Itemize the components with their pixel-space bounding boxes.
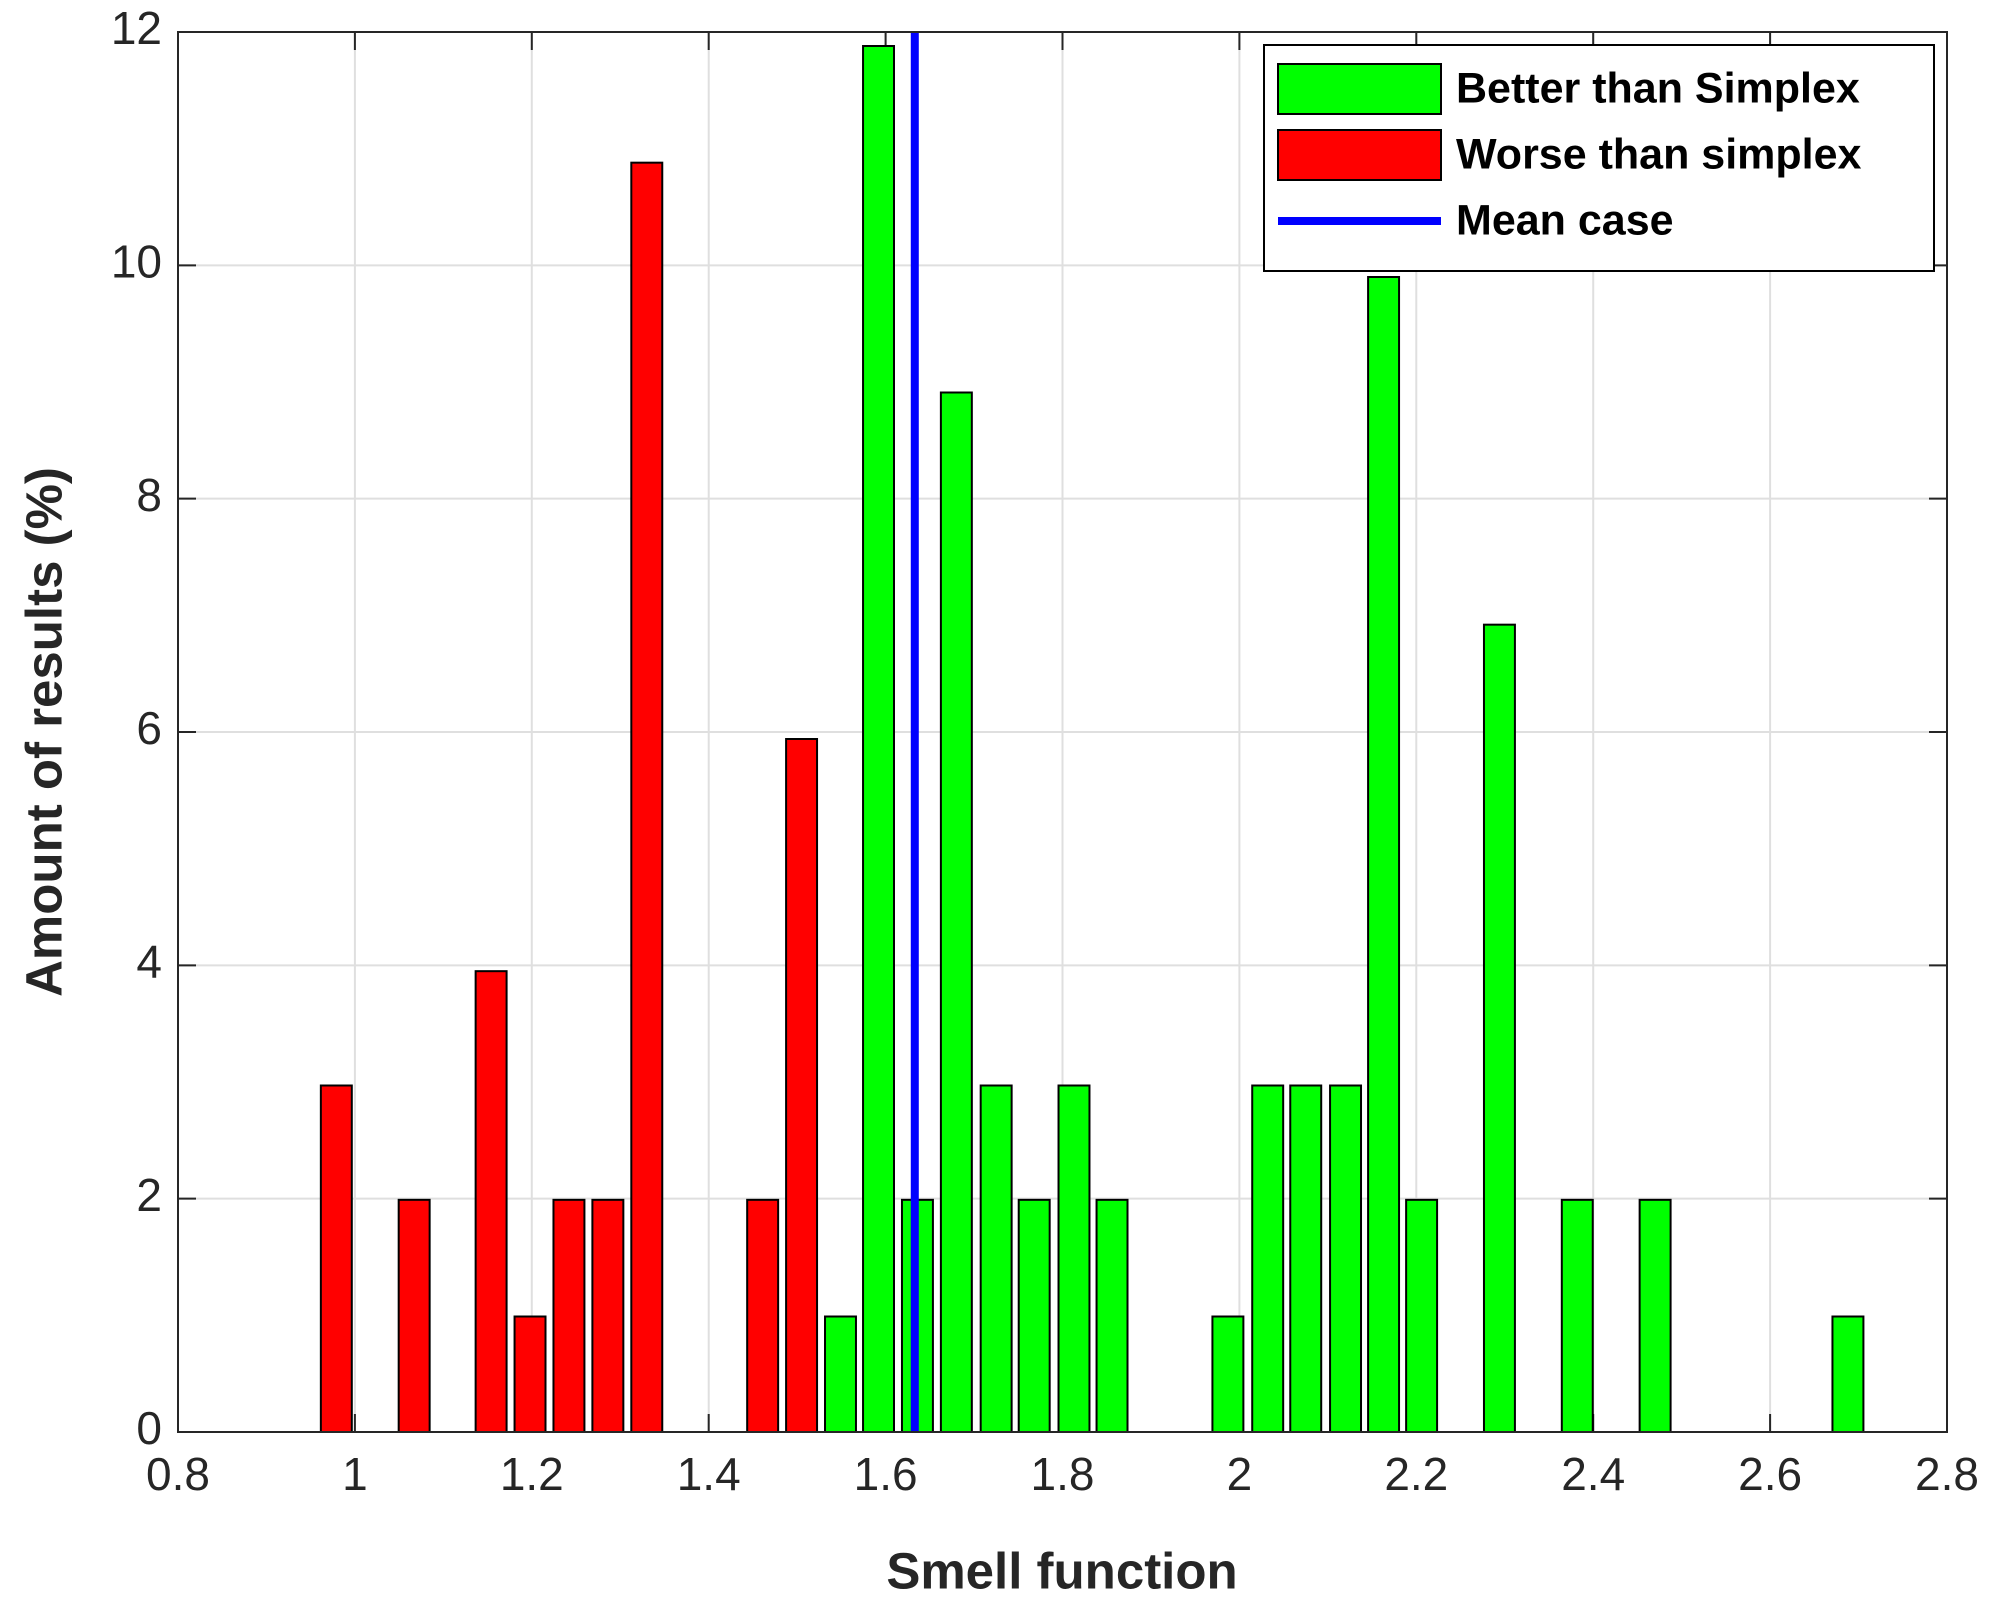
y-tick-label: 12: [111, 2, 162, 54]
bar: [746, 1198, 780, 1434]
x-tick-label: 2.2: [1384, 1448, 1448, 1500]
y-tick-label: 6: [136, 702, 162, 754]
bar: [1831, 1315, 1865, 1433]
legend-label: Mean case: [1456, 196, 1674, 244]
legend-label: Better than Simplex: [1456, 64, 1860, 112]
bar: [1367, 276, 1401, 1433]
y-tick-label: 0: [136, 1402, 162, 1454]
bar: [824, 1315, 857, 1433]
bar: [1405, 1198, 1439, 1434]
x-tick-label: 1.4: [677, 1448, 741, 1500]
y-tick-label: 2: [136, 1169, 162, 1221]
x-tick-label: 1: [342, 1448, 368, 1500]
bar: [630, 161, 664, 1434]
x-tick-label: 2: [1227, 1448, 1253, 1500]
bar: [939, 391, 973, 1433]
x-tick-label: 2.4: [1561, 1448, 1625, 1500]
bar: [319, 1084, 353, 1433]
x-tick-label: 1.2: [500, 1448, 564, 1500]
bar: [591, 1198, 625, 1434]
y-tick-label: 10: [111, 235, 162, 287]
bar: [1017, 1198, 1051, 1434]
bar: [1251, 1084, 1285, 1433]
legend-swatch: [1277, 63, 1442, 115]
x-tick-label: 1.6: [854, 1448, 918, 1500]
x-axis-label: Smell function: [886, 1542, 1237, 1599]
y-tick-label: 8: [136, 469, 162, 521]
bar: [862, 45, 896, 1433]
x-tick-label: 0.8: [146, 1448, 210, 1500]
bar: [552, 1198, 586, 1434]
bar: [1057, 1084, 1091, 1433]
bar: [1289, 1084, 1323, 1433]
y-tick-label: 4: [136, 935, 162, 987]
bar: [397, 1198, 431, 1434]
axes-box: [177, 31, 1948, 1433]
y-axis-label: Amount of results (%): [15, 467, 72, 997]
x-tick-label: 2.8: [1915, 1448, 1979, 1500]
bar: [513, 1315, 547, 1433]
legend-swatch: [1277, 129, 1442, 181]
bar: [1638, 1198, 1672, 1434]
bar: [979, 1084, 1013, 1433]
bar: [474, 970, 508, 1434]
bar: [1211, 1315, 1245, 1433]
bar: [1482, 623, 1516, 1433]
legend-label: Worse than simplex: [1456, 130, 1862, 178]
bar: [785, 738, 819, 1433]
bar: [1095, 1198, 1129, 1434]
bar: [1329, 1084, 1363, 1433]
bar: [1560, 1198, 1594, 1434]
x-tick-label: 2.6: [1738, 1448, 1802, 1500]
x-tick-label: 1.8: [1031, 1448, 1095, 1500]
